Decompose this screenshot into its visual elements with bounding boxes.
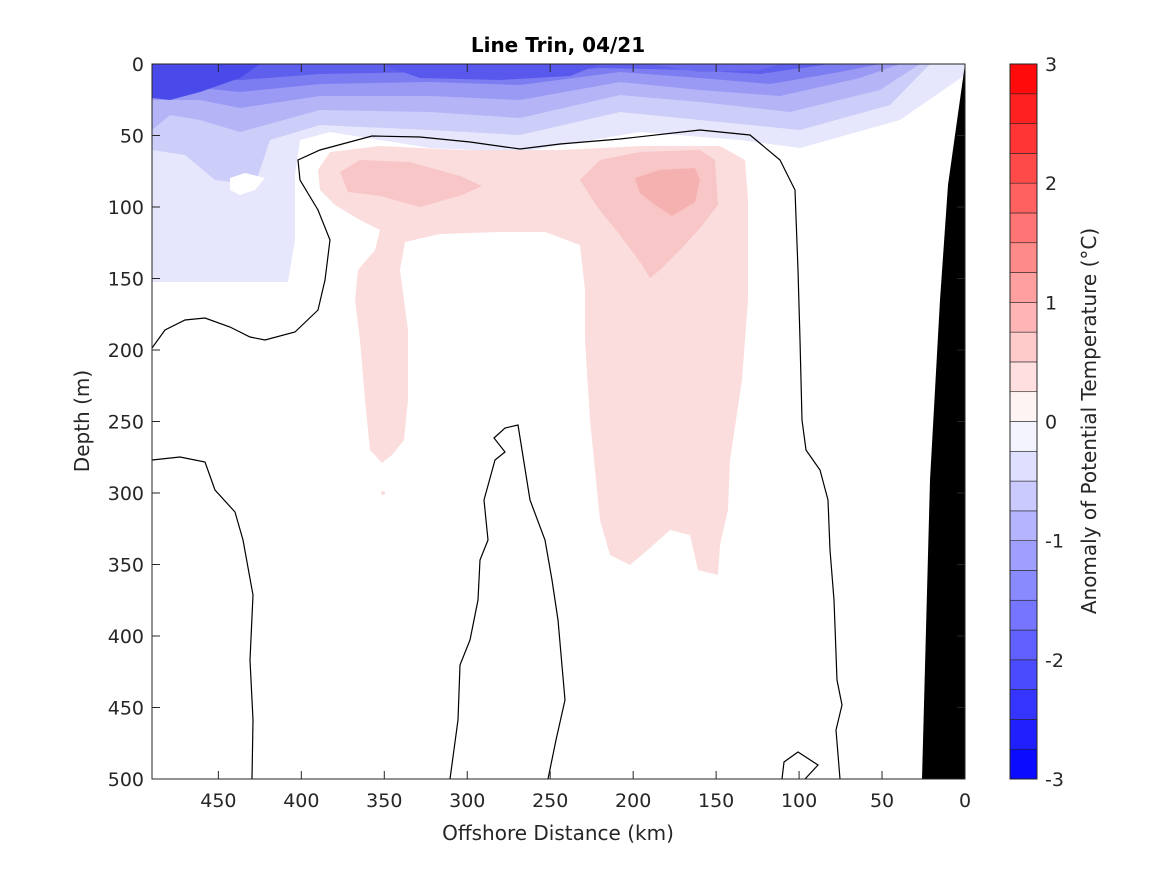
y-axis-label: Depth (m) — [70, 370, 94, 472]
y-tick-label: 150 — [108, 269, 144, 291]
colorbar-ticks: 3 2 1 0 -1 -2 -3 — [1045, 54, 1064, 791]
colorbar-level — [1009, 629, 1038, 661]
colorbar-level — [1009, 570, 1038, 601]
colorbar-level — [1009, 272, 1038, 303]
cold-lens-inset — [230, 173, 265, 195]
cold-layer-core-nearshore — [650, 64, 780, 72]
colorbar-tick-label: 1 — [1045, 292, 1057, 314]
colorbar-level — [1009, 93, 1038, 124]
colorbar-level — [1009, 212, 1038, 244]
colorbar-tick-label: -3 — [1045, 769, 1064, 791]
colorbar-level — [1009, 331, 1038, 363]
colorbar-level — [1009, 748, 1038, 780]
x-tick-label: 250 — [532, 790, 568, 812]
zero-contour-tongue — [449, 424, 566, 779]
x-axis: 450 400 350 300 250 200 150 100 50 0 — [200, 64, 971, 812]
plot-area — [152, 64, 965, 779]
x-tick-label: 50 — [870, 790, 894, 812]
zero-contours — [152, 129, 843, 779]
colorbar-level — [1009, 153, 1038, 184]
colorbar-level — [1009, 450, 1038, 482]
colorbar-level — [1009, 719, 1038, 750]
colorbar-level — [1009, 361, 1038, 393]
colorbar-frame — [1009, 63, 1038, 780]
colorbar-level — [1009, 242, 1038, 273]
x-axis-label: Offshore Distance (km) — [442, 821, 674, 845]
y-tick-label: 350 — [108, 555, 144, 577]
y-tick-label: 200 — [108, 340, 144, 362]
colorbar-tick-label: 0 — [1045, 412, 1057, 434]
y-tick-label: 100 — [108, 197, 144, 219]
x-tick-label: 450 — [200, 790, 236, 812]
colorbar-level — [1009, 123, 1038, 154]
y-tick-label: 450 — [108, 698, 144, 720]
x-tick-label: 0 — [959, 790, 971, 812]
colorbar-level — [1009, 510, 1038, 541]
x-tick-label: 100 — [781, 790, 817, 812]
colorbar-tick-label: 2 — [1045, 173, 1057, 195]
y-tick-label: 400 — [108, 626, 144, 648]
colorbar-level — [1009, 391, 1038, 422]
warm-speck — [381, 491, 385, 495]
colorbar-level — [1009, 63, 1038, 95]
colorbar-level — [1009, 182, 1038, 214]
warm-core-0-75 — [635, 168, 700, 216]
x-tick-label: 200 — [615, 790, 651, 812]
seafloor-bathymetry — [922, 64, 965, 779]
colorbar-level — [1009, 302, 1038, 333]
warm-region-0-5-offshore — [340, 160, 482, 207]
colorbar-level — [1009, 480, 1038, 512]
cold-layer-core-midshore — [380, 64, 600, 80]
colorbar-tick-label: 3 — [1045, 54, 1057, 76]
colorbar-label: Anomaly of Potential Temperature (°C) — [1077, 228, 1101, 614]
y-tick-label: 0 — [132, 54, 144, 76]
cold-layer-core-offshore — [152, 64, 260, 100]
colorbar-level — [1009, 540, 1038, 571]
colorbar-tick-label: -1 — [1045, 531, 1064, 553]
x-tick-label: 350 — [366, 790, 402, 812]
y-tick-label: 250 — [108, 412, 144, 434]
y-tick-label: 50 — [120, 126, 144, 148]
colorbar-level — [1009, 599, 1038, 631]
x-tick-label: 400 — [283, 790, 319, 812]
x-tick-label: 150 — [698, 790, 734, 812]
colorbar-level — [1009, 659, 1038, 690]
y-tick-label: 500 — [108, 769, 144, 791]
zero-contour-loop — [781, 751, 819, 779]
colorbar-level — [1009, 689, 1038, 720]
chart-title: Line Trin, 04/21 — [471, 33, 645, 57]
y-tick-label: 300 — [108, 483, 144, 505]
colorbar-tick-label: -2 — [1045, 650, 1064, 672]
zero-contour-offshore — [152, 456, 254, 779]
colorbar — [1009, 63, 1038, 780]
colorbar-level — [1009, 421, 1038, 452]
y-axis: 0 50 100 150 200 250 300 350 400 450 500 — [108, 54, 965, 791]
x-tick-label: 300 — [449, 790, 485, 812]
zero-contour-main — [152, 129, 843, 779]
